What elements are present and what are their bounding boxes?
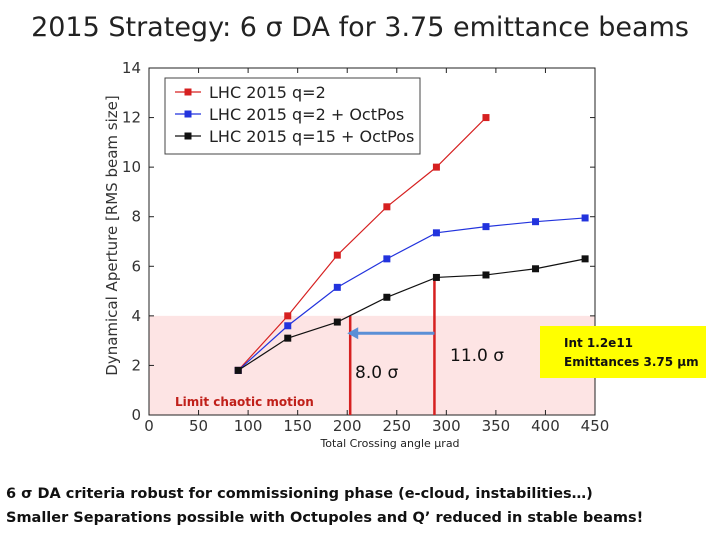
slide-title: 2015 Strategy: 6 σ DA for 3.75 emittance…	[31, 12, 689, 43]
data-point	[383, 255, 391, 263]
legend-marker	[184, 132, 192, 140]
y-tick-label: 10	[122, 158, 141, 176]
legend-box	[164, 77, 421, 155]
legend-marker	[184, 88, 192, 96]
y-tick-label: 14	[122, 59, 141, 77]
x-tick-label: 100	[234, 417, 263, 435]
data-point	[581, 214, 589, 222]
y-tick-label: 4	[131, 307, 141, 325]
y-tick-label: 8	[131, 208, 141, 226]
series-line-1	[237, 117, 487, 371]
x-tick-label: 450	[581, 417, 610, 435]
y-axis-label: Dynamical Aperture [RMS beam size]	[103, 95, 121, 375]
x-tick-label: 350	[482, 417, 511, 435]
x-tick-label: 200	[333, 417, 362, 435]
x-tick-label: 400	[531, 417, 560, 435]
arrow-head	[347, 327, 359, 340]
legend-label: LHC 2015 q=15 + OctPos	[209, 127, 414, 146]
data-point	[482, 223, 490, 231]
x-axis-label: Total Crossing angle μrad	[319, 437, 459, 450]
legend-label: LHC 2015 q=2 + OctPos	[209, 105, 404, 124]
series-line-3	[237, 258, 586, 371]
data-point	[482, 114, 490, 122]
y-tick-label: 12	[122, 109, 141, 127]
data-point	[581, 255, 589, 263]
data-point	[333, 283, 341, 291]
data-point	[234, 366, 242, 374]
data-point	[432, 163, 440, 171]
data-point	[333, 318, 341, 326]
y-tick-label: 2	[131, 356, 141, 374]
x-tick-label: 250	[382, 417, 411, 435]
legend-marker	[184, 110, 192, 118]
data-point	[432, 273, 440, 281]
bullet-1: 6 σ DA criteria robust for commissioning…	[6, 486, 593, 502]
data-point	[284, 312, 292, 320]
info-intensity: Int 1.2e11	[564, 336, 634, 350]
data-point	[432, 229, 440, 237]
x-tick-label: 300	[432, 417, 461, 435]
y-tick-label: 6	[131, 257, 141, 275]
data-point	[383, 293, 391, 301]
data-point	[532, 265, 540, 273]
x-tick-label: 0	[144, 417, 154, 435]
data-point	[532, 218, 540, 226]
sigma-8-label: 8.0 σ	[355, 363, 398, 383]
legend-label: LHC 2015 q=2	[209, 83, 326, 102]
sigma-11-label: 11.0 σ	[450, 346, 504, 366]
x-tick-label: 50	[189, 417, 208, 435]
bullet-2: Smaller Separations possible with Octupo…	[6, 510, 644, 526]
info-box: Int 1.2e11 Emittances 3.75 μm	[540, 326, 706, 378]
data-point	[333, 251, 341, 259]
y-tick-label: 0	[131, 406, 141, 424]
data-point	[482, 271, 490, 279]
x-tick-label: 150	[283, 417, 312, 435]
data-point	[284, 334, 292, 342]
info-emittance: Emittances 3.75 μm	[564, 355, 699, 369]
series-line-2	[237, 217, 586, 371]
limit-label: Limit chaotic motion	[175, 395, 314, 409]
data-point	[383, 203, 391, 211]
data-point	[284, 322, 292, 330]
plot-frame	[148, 67, 596, 416]
